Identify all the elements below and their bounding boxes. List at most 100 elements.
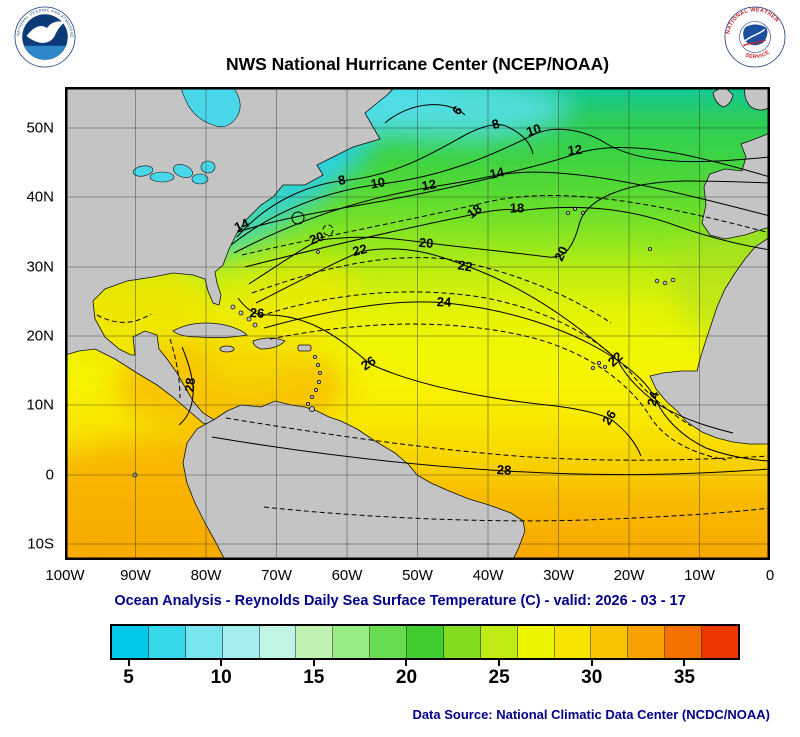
- lon-tick-label: 20W: [613, 567, 645, 584]
- seagull-icon: [26, 21, 65, 43]
- contour-label: 24: [437, 294, 453, 310]
- contour-label: 8: [337, 172, 347, 188]
- contour-line: [255, 248, 734, 434]
- map-caption: Ocean Analysis - Reynolds Daily Sea Surf…: [114, 593, 686, 609]
- colorbar-tick: [127, 660, 130, 666]
- colorbar-cell: [333, 626, 371, 658]
- great-lakes: [132, 160, 216, 185]
- contour-label: 26: [599, 407, 619, 427]
- contour-label: 18: [510, 200, 524, 215]
- contour-line: [248, 180, 770, 285]
- island-cuba: [172, 322, 248, 339]
- contour-label: 26: [249, 305, 264, 321]
- contour-label: 28: [496, 462, 511, 478]
- colorbar-cell: [443, 626, 481, 658]
- islands-small: [132, 207, 676, 478]
- hudson-bay: [180, 87, 241, 128]
- colorbar-cell: [259, 626, 297, 658]
- land-iberia-france: [701, 132, 770, 240]
- contour-label: 10: [524, 121, 542, 140]
- contour-line: [237, 171, 770, 233]
- land-africa: [649, 236, 770, 445]
- colorbar-cell: [591, 626, 629, 658]
- lon-tick-label: 80W: [190, 567, 222, 584]
- lon-tick-label: 70W: [261, 567, 292, 584]
- map-panel: 6 8 8 10 10 12 12 14 14 18 18 20 20 20 22 22 22 24 24 26 26 2…: [65, 87, 770, 560]
- contour-line: [251, 257, 612, 324]
- nws-ring-text-bottom: SERVICE: [744, 49, 771, 60]
- nws-logo: NATIONAL WEATHER SERVICE: [724, 6, 786, 68]
- colorbar-cell: [370, 626, 407, 658]
- lon-tick-label: 100W: [45, 567, 85, 584]
- colorbar-ticks: 5 10 15 20 25 30 35: [110, 660, 740, 694]
- colorbar-cell: [148, 626, 186, 658]
- colorbar-cell: [628, 626, 666, 658]
- contour-label: 14: [232, 215, 252, 235]
- colorbar-tick-label: 25: [488, 667, 510, 688]
- colorbar-cell: [185, 626, 223, 658]
- contour-line: [178, 346, 194, 426]
- map-frame: [65, 87, 770, 560]
- contour-label: 24: [644, 389, 662, 407]
- lat-tick-label: 10N: [26, 396, 54, 414]
- land-south-america: [182, 400, 526, 560]
- contour-line: [225, 417, 770, 461]
- contour-label: 20: [307, 228, 326, 247]
- lon-tick-label: 60W: [331, 567, 363, 584]
- colorbar-cell: [407, 626, 444, 658]
- contour-label: 26: [358, 353, 378, 374]
- colorbar-cell: [517, 626, 555, 658]
- contour-label: 22: [351, 241, 369, 259]
- island-hispaniola: [252, 337, 286, 350]
- lon-tick-label: 50W: [402, 567, 433, 584]
- colorbar-cell: [665, 626, 702, 658]
- contour-line: [230, 128, 770, 246]
- lat-tick-label: 0: [45, 466, 54, 484]
- contour-eddy: [291, 211, 305, 225]
- inland-water: [132, 87, 241, 185]
- data-source-text: Data Source: National Climatic Data Cent…: [412, 707, 770, 722]
- island-jamaica: [219, 345, 235, 353]
- contour-label: 20: [418, 235, 434, 251]
- contour-line: [233, 146, 770, 254]
- colorbar-cell: [702, 626, 738, 658]
- contour-line: [269, 323, 727, 461]
- lon-axis: 100W 90W 80W 70W 60W 50W 40W 30W 20W 10W 0: [45, 567, 774, 589]
- colorbar-tick-label: 35: [673, 667, 695, 688]
- colorbar-tick: [590, 660, 593, 666]
- lon-tick-label: 40W: [472, 567, 504, 584]
- contour-line: [241, 195, 770, 256]
- isotherms: [96, 104, 770, 522]
- contour-line: [236, 124, 534, 238]
- contour-label: 20: [551, 244, 571, 263]
- contour-label: 28: [182, 377, 198, 393]
- colorbar: [110, 624, 740, 660]
- colorbar-cell: [554, 626, 592, 658]
- colorbar-cell: [222, 626, 260, 658]
- colorbar-tick: [312, 660, 315, 666]
- noaa-logo: NATIONAL OCEANIC AND ATMOSPHERIC ADMINIS…: [14, 6, 76, 68]
- grid: [65, 87, 770, 560]
- lon-tick-label: 10W: [684, 567, 715, 584]
- lon-tick-label: 0: [765, 567, 775, 584]
- contour-label: 12: [567, 142, 583, 158]
- contour-line: [259, 291, 692, 427]
- contour-label: 10: [369, 174, 386, 191]
- nws-front-icon: [743, 39, 766, 47]
- lat-tick-label: 10S: [27, 535, 54, 553]
- contour-line: [96, 313, 152, 323]
- contour-line: [237, 297, 642, 457]
- contour-line: [211, 436, 770, 476]
- noaa-emblem-sea: [23, 45, 67, 60]
- colorbar-tick-label: 20: [395, 667, 418, 688]
- colorbar-cell: [480, 626, 518, 658]
- lon-tick-label: 90W: [120, 567, 151, 584]
- contour-label: 12: [420, 176, 437, 193]
- contour-label: 22: [457, 257, 474, 274]
- colorbar-tick-label: 10: [210, 667, 232, 688]
- colorbar-tick: [220, 660, 223, 666]
- page-title: NWS National Hurricane Center (NCEP/NOAA…: [225, 54, 610, 74]
- contour-eddy: [322, 224, 334, 236]
